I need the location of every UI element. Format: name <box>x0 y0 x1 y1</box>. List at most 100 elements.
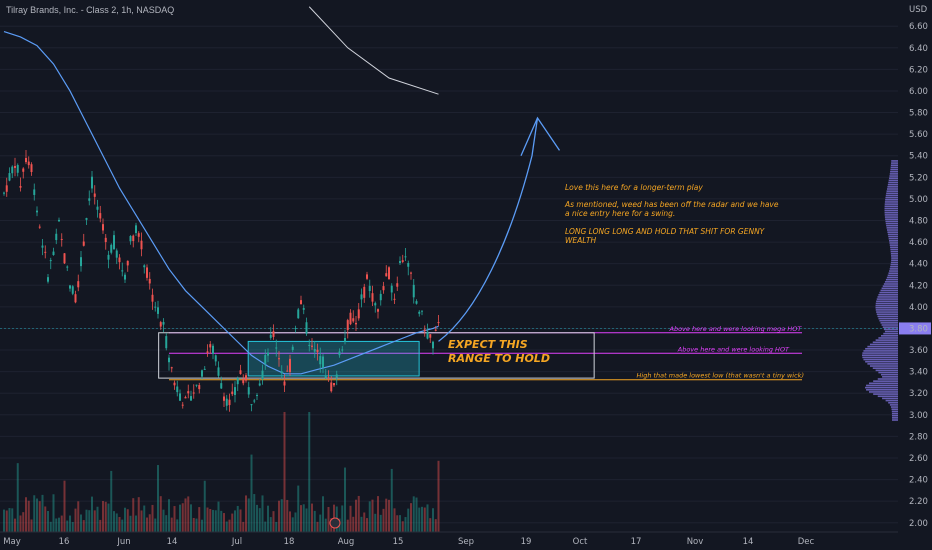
candle-body <box>99 213 102 219</box>
candle-body <box>316 349 319 353</box>
candle-body <box>129 236 132 242</box>
candle-body <box>192 392 195 394</box>
volume-bar <box>363 512 366 532</box>
volume-bar <box>393 508 396 532</box>
profile-bar <box>868 382 898 385</box>
time-axis: May 16 Jun 14 Jul 18 Aug 15 Sep 19 Oct 17 Nov 14 Dec <box>0 531 898 547</box>
volume-bar <box>261 495 264 532</box>
candle-body <box>151 294 154 302</box>
candle-body <box>368 285 371 292</box>
volume-bar <box>239 509 242 532</box>
candle-body <box>346 320 349 331</box>
candle-body <box>82 241 85 246</box>
profile-bar <box>882 397 898 400</box>
volume-bar <box>55 518 58 532</box>
candle-body <box>371 293 374 302</box>
price-tick-label: 4.40 <box>909 260 928 270</box>
candle-body <box>349 312 352 325</box>
symbol-title[interactable]: Tilray Brands, Inc. - Class 2, 1h, NASDA… <box>6 5 175 15</box>
volume-bar <box>140 510 143 532</box>
profile-bar <box>889 175 898 177</box>
profile-bar <box>891 257 898 259</box>
moving-average-line <box>3 31 439 375</box>
profile-bar <box>882 326 898 328</box>
candle-body <box>143 265 146 268</box>
candle-body <box>179 393 181 401</box>
candle-body <box>41 245 44 248</box>
candle-body <box>374 303 377 306</box>
candle-body <box>209 344 212 348</box>
volume-bar <box>250 454 253 532</box>
profile-bar <box>888 181 898 184</box>
volume-bar <box>5 510 8 532</box>
price-tick-label: 6.20 <box>909 65 928 75</box>
price-tick-label: 2.00 <box>909 519 928 529</box>
volume-bar <box>80 514 82 532</box>
volume-bar <box>132 498 135 532</box>
candle-body <box>250 404 253 406</box>
price-tick-label: 4.00 <box>909 303 928 313</box>
candle-body <box>311 345 313 347</box>
note-line: a nice entry here for a swing. <box>565 209 675 218</box>
candle-body <box>234 387 236 395</box>
candle-body <box>363 286 366 298</box>
volume-bar <box>44 506 47 532</box>
price-tick-label: 3.20 <box>909 389 928 399</box>
profile-bar <box>884 205 898 208</box>
moving-average <box>3 6 439 375</box>
profile-bar <box>889 242 898 244</box>
profile-bar <box>889 268 898 270</box>
profile-bar <box>878 371 898 374</box>
volume-bar <box>91 496 93 532</box>
candle-body <box>154 306 157 308</box>
volume-bar <box>69 515 71 532</box>
profile-bar <box>885 198 898 201</box>
volume-bar <box>275 521 278 532</box>
candle-body <box>264 355 267 364</box>
profile-bar <box>865 347 898 350</box>
candle-body <box>140 240 143 250</box>
volume-bar <box>379 514 382 532</box>
candle-body <box>313 348 316 352</box>
box-white-range <box>158 332 595 379</box>
candle-body <box>294 328 297 330</box>
profile-bar <box>889 244 898 246</box>
price-tick-label: 5.20 <box>909 173 928 183</box>
candle-body <box>121 270 124 272</box>
profile-bar <box>877 296 898 298</box>
candle-body <box>269 334 272 338</box>
candle-body <box>253 400 256 402</box>
volume-bar <box>110 470 113 532</box>
volume-bar <box>187 496 190 532</box>
volume-bar <box>368 501 371 532</box>
forecast-curve <box>438 117 539 342</box>
volume-bar <box>223 513 225 532</box>
volume-bar <box>146 517 148 532</box>
price-tick-label: 2.40 <box>909 476 928 486</box>
candle-body <box>137 233 140 237</box>
price-tick-label: 6.40 <box>909 44 928 54</box>
candle-body <box>291 346 294 350</box>
forecast-arrow <box>438 116 561 342</box>
candle-body <box>429 334 432 338</box>
profile-bar <box>877 395 898 398</box>
candle-body <box>344 337 346 342</box>
volume-bar <box>118 517 121 532</box>
profile-bar <box>891 408 898 411</box>
candle-body <box>104 237 107 243</box>
profile-bar <box>878 293 898 296</box>
price-tick-label: 6.00 <box>909 87 928 97</box>
candle-body <box>217 367 220 376</box>
volume-bar <box>85 509 88 532</box>
candle-body <box>36 210 38 213</box>
volume-bar <box>245 495 247 532</box>
candle-body <box>437 322 440 324</box>
profile-bar <box>884 209 898 212</box>
candle-body <box>107 254 110 260</box>
candle-body <box>184 397 187 399</box>
candle-body <box>388 267 390 280</box>
volume-bar <box>289 511 291 532</box>
